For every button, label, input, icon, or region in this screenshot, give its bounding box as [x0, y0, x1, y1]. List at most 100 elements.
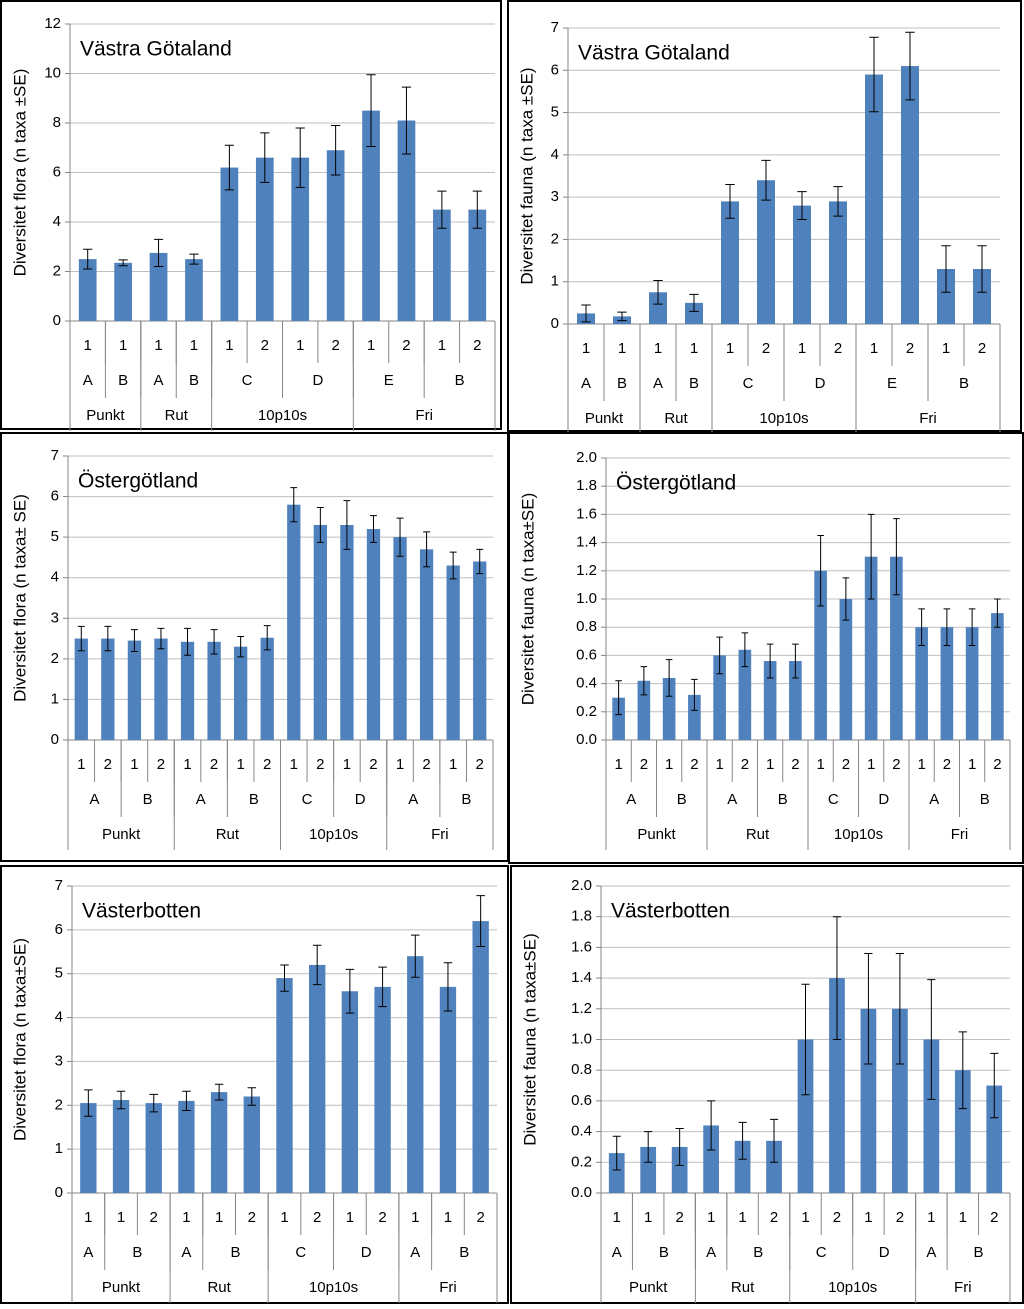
error-bar — [77, 625, 85, 652]
y-tick-label: 0 — [53, 312, 61, 329]
x-tick-label: 1 — [738, 1209, 746, 1226]
x-tick-label: 2 — [834, 340, 842, 357]
error-bar — [116, 1090, 126, 1110]
x-tick-label: 1 — [215, 1209, 223, 1226]
bar — [688, 694, 701, 740]
bar — [473, 561, 487, 740]
y-tick-label: 0.8 — [571, 1061, 592, 1078]
x-tick-label: 2 — [476, 1209, 484, 1226]
x-tick-label: 1 — [867, 756, 875, 773]
bar — [74, 638, 88, 740]
bar — [890, 556, 903, 740]
bar — [789, 661, 802, 740]
error-bar — [290, 487, 298, 523]
x-tick-label: 2 — [990, 1209, 998, 1226]
x-subgroup-label: B — [459, 1244, 469, 1261]
x-tick-label: 1 — [654, 340, 662, 357]
x-subgroup-label: A — [181, 1244, 191, 1261]
x-tick-label: 1 — [690, 340, 698, 357]
y-tick-label: 1.6 — [571, 938, 592, 955]
error-bar — [994, 598, 1001, 628]
bar — [671, 1146, 688, 1193]
bar — [419, 549, 434, 740]
x-tick-label: 2 — [833, 1209, 841, 1226]
error-bar — [707, 1100, 716, 1151]
y-tick-label: 8 — [53, 114, 61, 131]
error-bar — [675, 1128, 684, 1166]
y-tick-label: 6 — [53, 163, 61, 180]
y-axis-label: Diversitet fauna (n taxa ±SE) — [517, 67, 536, 284]
bar — [986, 1085, 1003, 1193]
bar — [397, 120, 416, 322]
bar — [468, 209, 487, 321]
x-tick-label: 2 — [842, 756, 850, 773]
y-axis-label: Diversitet flora (n taxa± SE) — [10, 494, 29, 702]
chart-title: Västra Götaland — [578, 42, 730, 65]
error-bar — [833, 186, 843, 217]
x-subgroup-label: B — [659, 1244, 669, 1261]
y-axis-label: Diversitet fauna (n taxa±SE) — [518, 493, 537, 705]
x-subgroup-label: C — [828, 791, 839, 808]
error-bar — [867, 513, 875, 600]
bar — [446, 565, 460, 740]
bar — [101, 638, 115, 740]
y-tick-label: 0 — [55, 1184, 63, 1201]
error-bar — [968, 608, 976, 647]
error-bar — [237, 636, 245, 658]
error-bar — [801, 983, 810, 1096]
error-bar — [396, 517, 404, 557]
error-bar — [449, 551, 457, 580]
error-bar — [343, 500, 351, 550]
y-tick-label: 0.6 — [571, 1092, 592, 1109]
error-bar — [864, 953, 873, 1065]
x-subgroup-label: B — [959, 375, 969, 392]
bar — [713, 655, 726, 740]
x-tick-label: 1 — [343, 756, 351, 773]
bar — [865, 74, 883, 324]
bar — [954, 1070, 971, 1193]
error-bar — [224, 144, 234, 191]
x-subgroup-label: D — [361, 1244, 372, 1261]
bar — [829, 978, 845, 1193]
y-tick-label: 4 — [551, 146, 559, 163]
y-tick-label: 1.8 — [571, 908, 592, 925]
bar — [839, 599, 853, 740]
error-bar — [761, 159, 771, 201]
y-tick-label: 6 — [551, 61, 559, 78]
error-bar — [153, 238, 164, 268]
y-tick-label: 1.4 — [576, 534, 597, 551]
bar — [154, 638, 168, 740]
x-tick-label: 1 — [183, 756, 191, 773]
bar — [915, 627, 928, 740]
error-bar — [280, 964, 289, 992]
error-bar — [149, 1093, 158, 1113]
bar — [763, 661, 777, 740]
x-tick-label: 1 — [296, 337, 304, 354]
x-subgroup-label: D — [355, 791, 366, 808]
x-tick-label: 2 — [896, 1209, 904, 1226]
x-subgroup-label: B — [143, 791, 153, 808]
bar — [797, 1039, 814, 1193]
x-tick-label: 2 — [331, 337, 339, 354]
error-bar — [691, 678, 698, 711]
x-tick-label: 2 — [157, 756, 165, 773]
x-subgroup-label: A — [653, 375, 663, 392]
bar — [793, 205, 811, 324]
x-subgroup-label: C — [302, 791, 313, 808]
x-group-label: Fri — [919, 410, 937, 427]
x-tick-label: 1 — [715, 756, 723, 773]
bar — [637, 680, 651, 740]
chart-title: Västerbotten — [611, 900, 730, 923]
x-tick-label: 1 — [766, 756, 774, 773]
y-tick-label: 3 — [551, 188, 559, 205]
x-tick-label: 1 — [816, 756, 824, 773]
error-bar — [182, 1090, 191, 1112]
bar — [433, 209, 451, 321]
x-tick-label: 2 — [104, 756, 112, 773]
y-tick-label: 7 — [551, 19, 559, 36]
error-bar — [927, 979, 936, 1100]
bar — [234, 646, 248, 740]
error-bar — [893, 518, 900, 596]
x-tick-label: 1 — [618, 340, 626, 357]
error-bar — [958, 1031, 967, 1110]
